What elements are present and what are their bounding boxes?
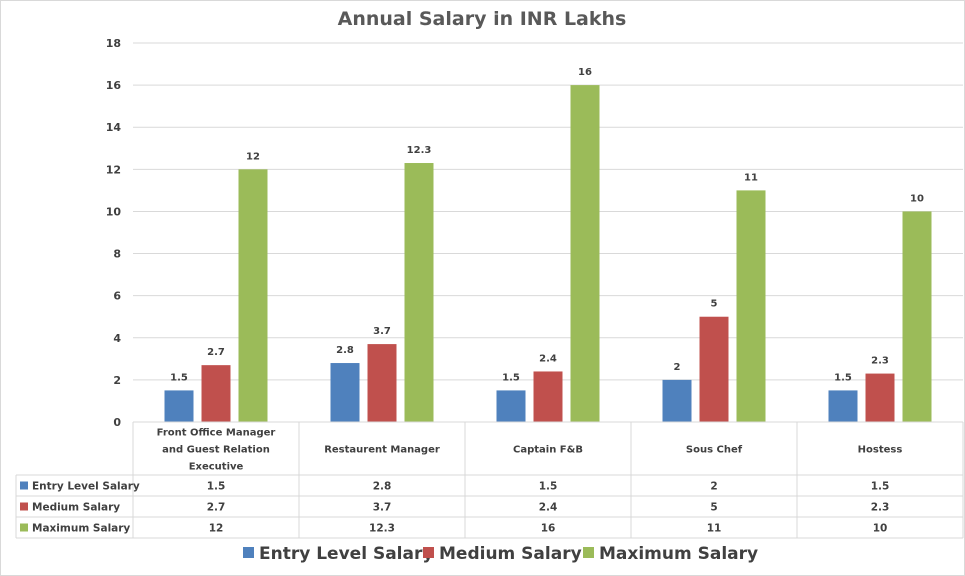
data-label: 11: [744, 172, 758, 183]
table-cell: 2.3: [871, 502, 890, 514]
bar-medium-salary: [699, 316, 729, 422]
bar-entry-level-salary: [662, 379, 692, 422]
row-header: Medium Salary: [32, 502, 120, 514]
data-label: 1.5: [170, 372, 188, 383]
data-label: 10: [910, 193, 924, 204]
data-label: 1.5: [502, 372, 520, 383]
legend-swatch: [423, 547, 434, 558]
table-cell: 12: [209, 523, 224, 535]
y-tick-label: 8: [113, 248, 121, 261]
table-cell: 3.7: [373, 502, 392, 514]
legend-entry: Maximum Salary: [599, 544, 758, 564]
data-label: 1.5: [834, 372, 852, 383]
data-label: 5: [711, 299, 718, 310]
data-label: 2.4: [539, 353, 557, 364]
category-label: Front Office Manager: [157, 428, 276, 439]
category-label: and Guest Relation: [162, 445, 270, 456]
table-cell: 1.5: [871, 481, 890, 493]
legend-key-medium-salary: [20, 502, 28, 511]
bar-medium-salary: [865, 373, 895, 422]
bar-maximum-salary: [902, 211, 932, 422]
y-tick-label: 10: [106, 205, 122, 218]
table-cell: 2.8: [373, 481, 392, 493]
table-cell: 5: [710, 502, 717, 514]
bar-entry-level-salary: [828, 390, 858, 422]
bar-medium-salary: [367, 344, 397, 422]
table-cell: 1.5: [539, 481, 558, 493]
y-tick-label: 12: [106, 163, 121, 176]
y-tick-label: 4: [113, 332, 121, 345]
bar-maximum-salary: [570, 85, 600, 422]
bars: [164, 85, 932, 422]
bar-maximum-salary: [404, 163, 434, 422]
y-tick-label: 18: [106, 37, 121, 50]
bar-entry-level-salary: [164, 390, 194, 422]
row-header: Maximum Salary: [32, 523, 130, 535]
data-label: 12.3: [407, 145, 432, 156]
data-label: 2.8: [336, 345, 354, 356]
data-label: 16: [578, 67, 592, 78]
data-label: 12: [246, 151, 260, 162]
gridlines: [133, 42, 963, 381]
legend-entry: Medium Salary: [439, 544, 582, 564]
category-label: Executive: [189, 462, 244, 473]
table-cell: 2.7: [207, 502, 226, 514]
legend-swatch: [583, 547, 594, 558]
data-labels: 1.5 2.8 1.5 2 1.5 2.7 3.7 2.4 5 2.3 12 12.3 16 11 10: [170, 67, 924, 383]
table-cell: 2: [710, 481, 717, 493]
table-cell: 1.5: [207, 481, 226, 493]
bar-entry-level-salary: [496, 390, 526, 422]
y-tick-label: 2: [113, 374, 121, 387]
legend-entry: Entry Level Salary: [259, 544, 433, 564]
row-header: Entry Level Salary: [32, 481, 140, 493]
data-label: 2.7: [207, 347, 225, 358]
legend-key-entry-level-salary: [20, 481, 28, 490]
bar-entry-level-salary: [330, 363, 360, 422]
category-label: Sous Chef: [686, 445, 743, 456]
data-label: 2: [674, 362, 681, 373]
table-cell: 11: [707, 523, 722, 535]
data-table: Front Office Manager and Guest Relation Ex…: [15, 421, 964, 539]
legend-swatch: [243, 547, 254, 558]
category-label: Restaurent Manager: [324, 445, 440, 456]
bar-medium-salary: [201, 365, 231, 422]
data-label: 3.7: [373, 326, 391, 337]
bar-maximum-salary: [238, 169, 268, 422]
y-tick-label: 6: [113, 290, 121, 303]
table-cell: 16: [541, 523, 556, 535]
chart-title: Annual Salary in INR Lakhs: [338, 8, 627, 30]
table-cell: 12.3: [369, 523, 395, 535]
legend: Entry Level Salary Medium Salary Maximum S…: [243, 544, 758, 564]
bar-medium-salary: [533, 371, 563, 422]
category-label: Captain F&B: [513, 445, 583, 456]
legend-key-maximum-salary: [20, 523, 28, 532]
table-cell: 2.4: [539, 502, 558, 514]
data-label: 2.3: [871, 356, 889, 367]
y-tick-label: 0: [113, 416, 121, 429]
table-cell: 10: [873, 523, 888, 535]
category-label: Hostess: [858, 445, 903, 456]
y-tick-label: 14: [106, 121, 122, 134]
bar-maximum-salary: [736, 190, 766, 422]
y-tick-label: 16: [106, 79, 122, 92]
y-axis-ticks: 0 2 4 6 8 10 12 14 16 18: [106, 37, 122, 429]
